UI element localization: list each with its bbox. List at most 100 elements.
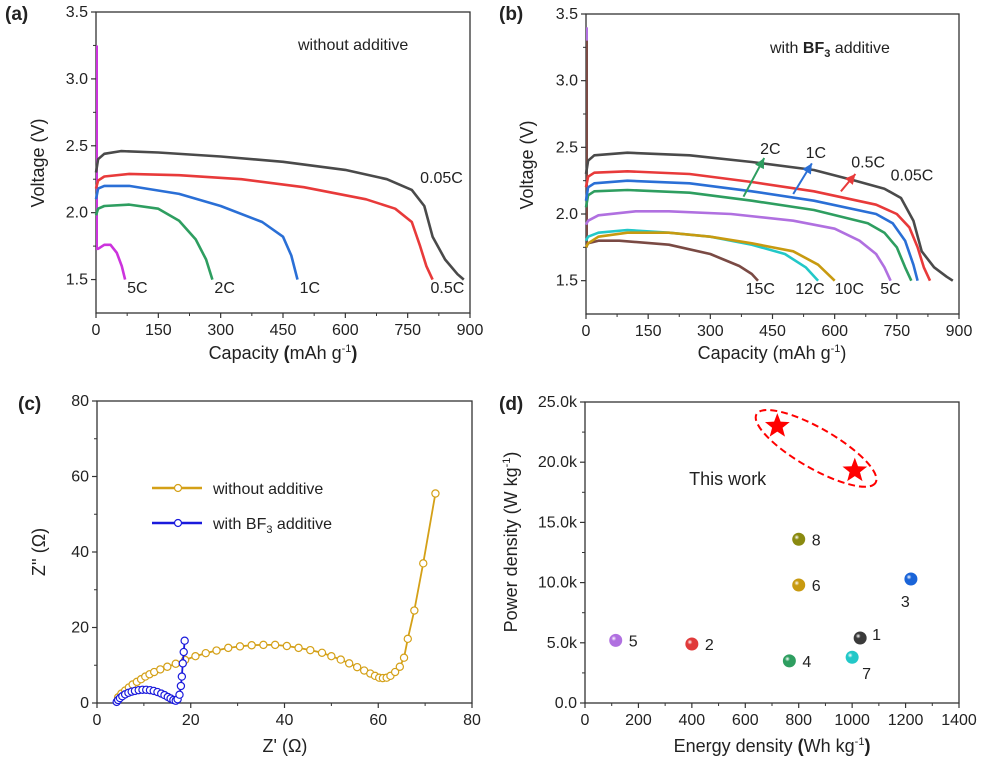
rate-label-0p05C: 0.05C [420,170,463,187]
rate-label-2C: 2C [760,141,780,158]
data-point [390,667,400,677]
x-tick-label-c: 80 [463,712,481,729]
series-line-2C [584,188,913,282]
panel-c: (c) 0 20 40 60 80 0 20 40 60 80 without additive … [18,393,481,756]
this-work-ellipse [754,408,878,488]
reference-point-3 [904,572,918,586]
data-point [175,690,184,699]
ylabel-c: Z'' (Ω) [29,528,49,576]
panel-d: (d) 0 200 400 600 800 1000 1200 1400 0.0 5.0k 10.0… [499,394,977,756]
this-work-star-marker [765,413,790,437]
data-point [282,641,292,651]
x-tick-label-d: 1000 [834,712,870,729]
series-line-0p5C [584,170,932,282]
x-tick-label-b: 450 [759,323,786,340]
x-tick-label-b: 150 [635,323,662,340]
x-tick-label-b: 900 [946,323,973,340]
y-tick-label-d: 0.0 [555,695,577,712]
reference-label-2: 2 [705,637,714,654]
rate-label-1C: 1C [806,145,826,162]
rate-label-12C: 12C [795,281,824,298]
rate-label-0p5C: 0.5C [431,280,465,297]
series-line-12C [584,228,820,282]
this-work-star-marker [842,457,868,482]
reference-point-1 [853,631,867,645]
data-point [352,662,362,672]
data-point [191,651,200,661]
rate-label-0p05C: 0.05C [891,168,934,185]
y-tick-label-d: 5.0k [547,635,578,652]
y-tick-label-d: 15.0k [538,514,578,531]
rate-label-0p5C: 0.5C [851,154,885,171]
points-group-d: 1 2 3 4 5 6 7 8 [609,532,918,683]
title-a: without additive [297,37,408,54]
y-tick-label-c: 20 [71,620,89,637]
reference-label-3: 3 [901,594,910,611]
data-point [163,662,172,671]
data-point [327,651,336,661]
x-tick-label-c: 60 [369,712,387,729]
xlabel-a: Capacity (mAh g-1) [209,343,358,363]
series-line-2C [94,203,214,280]
data-point [336,655,345,664]
plot-frame-c [96,400,473,704]
data-point [180,636,189,645]
y-tick-label-a: 1.5 [66,272,88,289]
reference-point-2 [685,637,699,651]
arrows-b [742,157,857,198]
x-tick-label-c: 20 [182,712,200,729]
reference-point-8 [792,532,806,546]
x-tick-label-c: 0 [93,712,102,729]
data-point [235,642,245,651]
data-point [178,659,187,668]
x-tick-label-d: 200 [625,712,652,729]
title-b: with BF3 additive [769,40,890,60]
data-point [306,645,315,655]
x-tick-label-b: 300 [697,323,724,340]
x-tick-label-d: 400 [679,712,706,729]
ylabel-b: Voltage (V) [517,120,537,209]
reference-point-5 [609,633,623,647]
x-tick-label-b: 600 [821,323,848,340]
y-tick-label-c: 60 [71,469,89,486]
series-line-0p05C [94,149,465,281]
panel-a: (a) 0 150 300 450 600 750 900 1.5 2.0 2.5 3.0 3.5 0… [5,4,483,363]
y-tick-label-a: 3.5 [66,4,88,21]
data-point [403,634,412,644]
y-tick-label-d: 10.0k [538,575,578,592]
rate-label-5C: 5C [880,281,900,298]
y-tick-label-d: 20.0k [538,454,578,471]
x-tick-label-a: 150 [145,322,172,339]
rate-arrow-head [755,158,765,170]
x-tick-label-a: 900 [457,322,484,339]
data-point [431,489,440,498]
series-line-1C [94,184,299,280]
data-point [176,681,186,691]
x-tick-label-d: 1200 [888,712,924,729]
data-point [395,662,405,671]
rate-arrow-head [802,163,812,175]
legend-marker-with [173,518,183,528]
data-point [259,640,268,650]
xlabel-c: Z' (Ω) [263,736,308,756]
reference-label-1: 1 [872,627,881,644]
y-tick-label-b: 1.5 [556,273,578,290]
data-point [344,659,354,668]
rate-labels-b: 0.05C 0.5C 1C 2C 5C 10C 12C 15C [746,141,934,298]
rate-label-5C: 5C [127,280,147,297]
y-tick-label-b: 3.0 [556,73,578,90]
x-tick-label-b: 750 [883,323,910,340]
data-point [156,665,165,674]
y-tick-label-c: 0 [80,695,89,712]
this-work-group: This work [689,408,878,489]
data-point [317,648,327,657]
x-tick-label-d: 1400 [941,712,977,729]
data-point [179,647,188,657]
rate-label-2C: 2C [214,280,234,297]
x-tick-label-d: 800 [785,712,812,729]
y-tick-label-d: 25.0k [538,394,578,411]
series-line-0p05C [584,151,954,282]
rate-label-1C: 1C [300,280,320,297]
legend-label-with: with BF3 additive [212,516,332,536]
